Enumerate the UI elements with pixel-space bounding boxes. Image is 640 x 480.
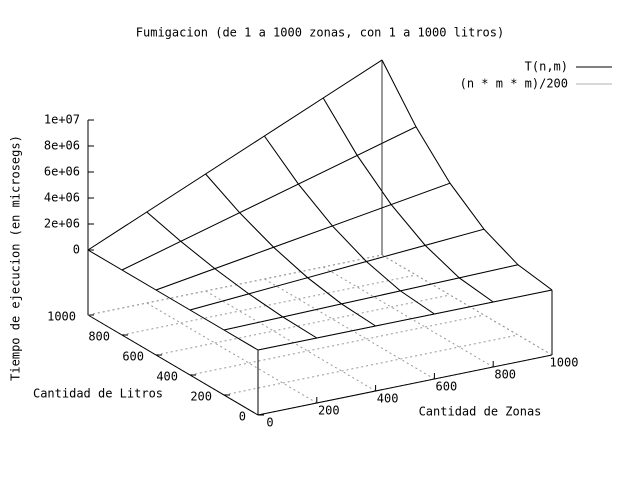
surface-cross-line [205, 173, 376, 327]
z-tick-label: 2e+06 [44, 217, 80, 231]
surface-cross-line [381, 59, 553, 291]
axis-line [87, 314, 259, 416]
surface-line [87, 59, 383, 251]
grid-line [381, 254, 553, 356]
z-tick-label: 4e+06 [44, 191, 80, 205]
y-tick-label: 600 [122, 350, 144, 364]
grid-line [322, 266, 494, 368]
y-tick-label: 800 [88, 330, 110, 344]
surface-cross-line [381, 59, 553, 291]
legend-label: (n * m * m)/200 [460, 77, 568, 91]
axis-line [87, 254, 383, 316]
grid-line [121, 274, 417, 336]
surface-cross-line [146, 211, 318, 339]
y-tick-label: 1000 [47, 310, 76, 324]
z-tick-label: 8e+06 [44, 139, 80, 153]
x-tick-label: 1000 [550, 356, 579, 370]
z-tick-label: 6e+06 [44, 165, 80, 179]
grid-line [146, 302, 318, 404]
z-axis-label: Tiempo de ejecucion (en microsegs) [9, 135, 23, 381]
x-tick-label: 400 [377, 392, 399, 406]
surface-cross-line [263, 135, 435, 315]
z-tick-label: 0 [73, 243, 80, 257]
y-tick-label: 400 [156, 370, 178, 384]
surface-cross-line [263, 135, 435, 315]
surface-cross-line [322, 97, 494, 303]
surface-cross-line [205, 173, 376, 327]
x-axis-label: Cantidad de Zonas [419, 405, 542, 419]
grid-line [223, 334, 519, 396]
x-tick-label: 200 [318, 404, 340, 418]
surface-line [223, 264, 519, 331]
surface-line [257, 289, 553, 351]
x-tick-label: 800 [494, 368, 516, 382]
x-tick-label: 600 [436, 380, 458, 394]
surface-cross-line [322, 97, 494, 303]
y-axis-label: Cantidad de Litros [33, 387, 163, 401]
grid-line [264, 278, 435, 380]
chart-title: Fumigacion (de 1 a 1000 zonas, con 1 a 1… [136, 26, 504, 40]
legend-label: T(n,m) [525, 60, 568, 74]
y-tick-label: 0 [239, 410, 246, 424]
axis-line [257, 354, 553, 416]
surface-line [155, 182, 451, 291]
y-tick-label: 200 [190, 390, 212, 404]
surface-cross-line [87, 249, 259, 351]
grid-line [205, 290, 376, 392]
surface-cross-line [146, 211, 318, 339]
grid-line [189, 314, 485, 376]
grid-line [155, 294, 451, 356]
x-tick-label: 0 [266, 416, 273, 430]
axis-line [381, 254, 553, 356]
z-tick-label: 1e+07 [44, 113, 80, 127]
surface-line [189, 228, 485, 311]
surface-line [121, 126, 417, 271]
